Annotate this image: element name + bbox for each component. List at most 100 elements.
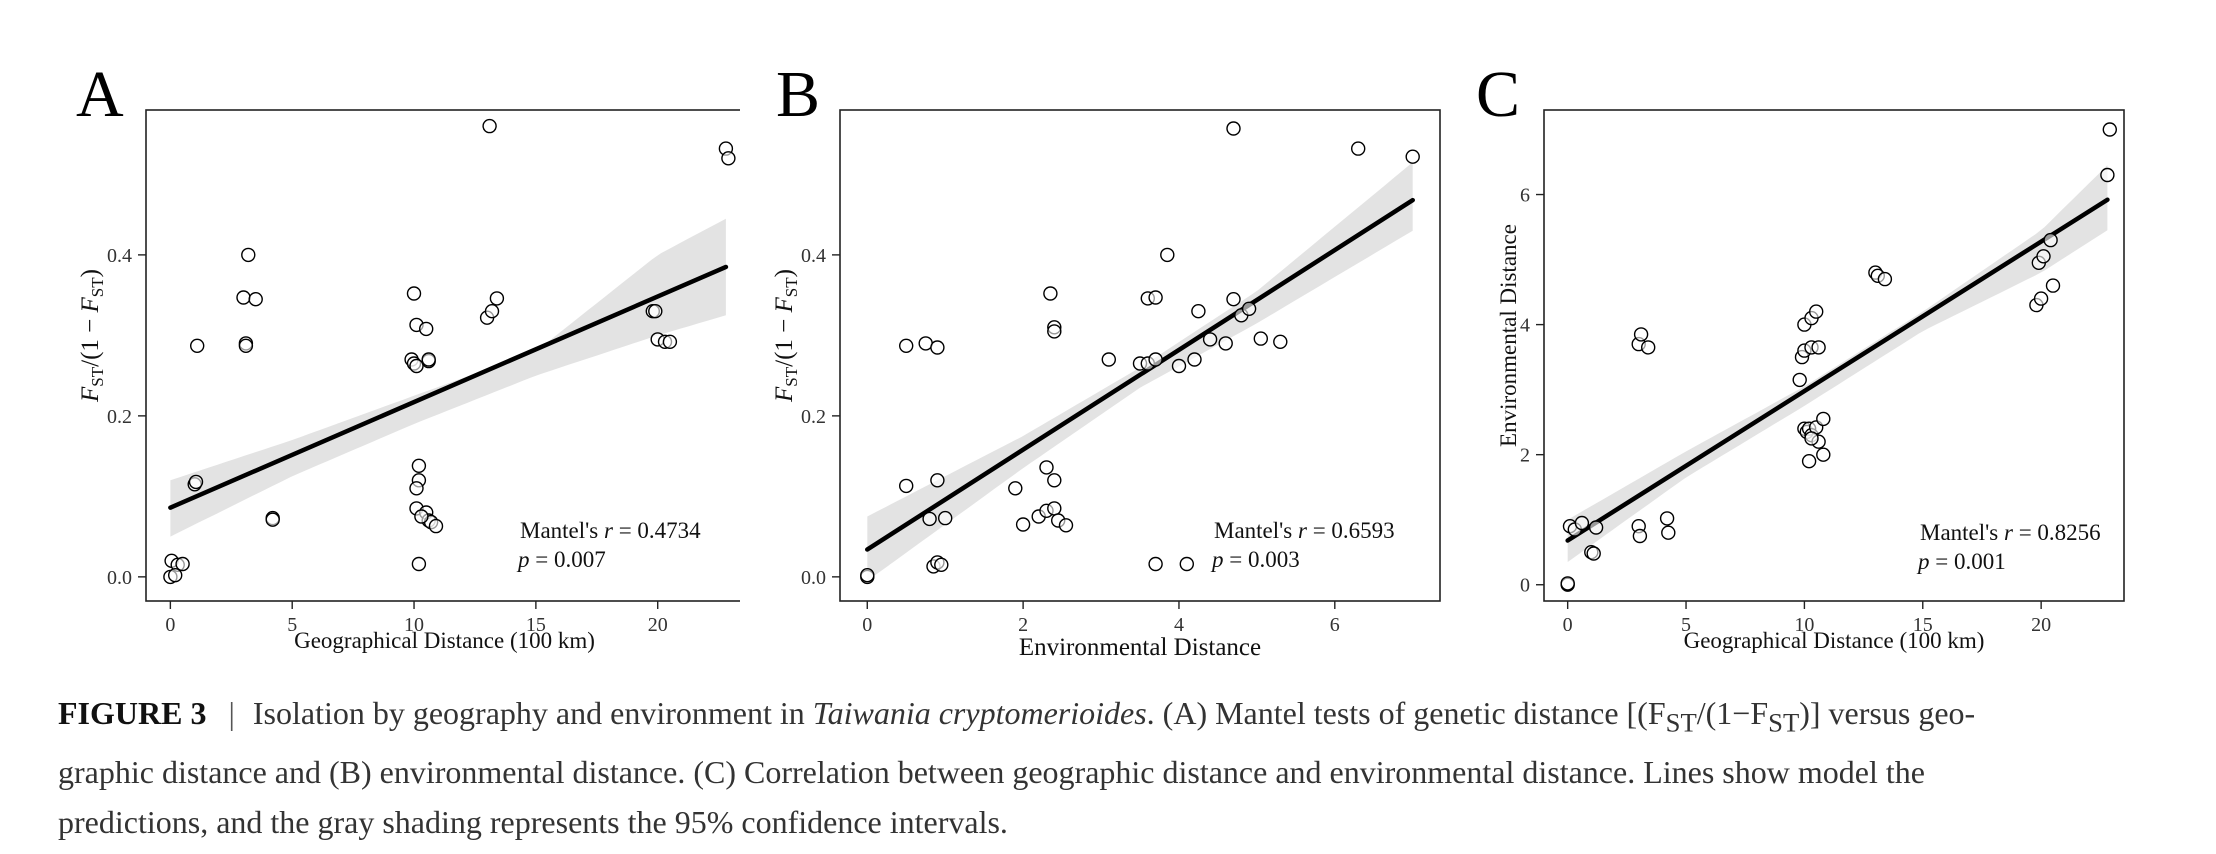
panel-letter-a: A <box>76 58 124 131</box>
data-point-a-12 <box>248 292 263 307</box>
data-point-b-23 <box>1047 324 1062 339</box>
data-point-b-21 <box>1043 286 1058 301</box>
confidence-band-a <box>170 218 726 537</box>
data-point-c-7 <box>1588 520 1604 535</box>
data-point-b-40 <box>1241 301 1257 316</box>
mantel-r-annotation-c: Mantel's r = 0.8256 <box>1920 520 2101 545</box>
fit-line-a <box>168 264 729 510</box>
confidence-band-c <box>1567 165 2108 563</box>
data-point-a-14 <box>265 512 280 527</box>
data-point-b-38 <box>1226 292 1241 307</box>
data-point-a-17 <box>419 321 434 337</box>
data-point-a-10 <box>238 338 254 353</box>
x-tick-label-b-4: 4 <box>1174 614 1184 636</box>
y-tick-label-c-2: 4 <box>1520 315 1530 337</box>
data-point-a-22 <box>421 352 436 367</box>
data-point-a-8 <box>236 290 251 305</box>
x-tick-label-a-10: 10 <box>404 614 424 636</box>
data-point-c-29 <box>1816 411 1831 427</box>
x-tick-label-b-6: 6 <box>1330 614 1340 636</box>
data-point-c-6 <box>1586 546 1601 561</box>
data-point-a-36 <box>482 118 497 134</box>
data-point-b-42 <box>1273 334 1288 349</box>
y-tick-label-c-0: 0 <box>1520 575 1530 597</box>
data-point-a-35 <box>489 291 505 306</box>
x-tick-label-a-20: 20 <box>648 614 668 636</box>
y-axis-label-b: FST/(1 − FST) <box>771 269 801 403</box>
data-point-b-29 <box>1148 290 1163 305</box>
y-tick-label-a-2: 0.4 <box>107 245 132 267</box>
caption-line-1: FIGURE 3 | Isolation by geography and envi… <box>58 688 2168 747</box>
data-point-b-36 <box>1202 332 1218 347</box>
data-point-c-30 <box>1801 454 1817 469</box>
data-point-a-38 <box>648 304 663 319</box>
y-tick-label-b-1: 0.2 <box>801 406 826 428</box>
x-tick-label-b-0: 0 <box>862 614 872 636</box>
data-point-c-31 <box>1816 447 1831 462</box>
data-point-b-1 <box>860 568 875 583</box>
chart-panel-b: 0 2 4 6 0.0 0.2 0.4 Environmental Distance FST/(… <box>771 109 1441 661</box>
data-point-b-41 <box>1253 331 1268 346</box>
data-point-c-12 <box>1632 528 1648 544</box>
figure-label: FIGURE 3 <box>58 695 207 731</box>
confidence-band-b <box>867 162 1413 581</box>
data-point-c-37 <box>2033 291 2049 306</box>
x-tick-label-c-10: 10 <box>1794 614 1814 636</box>
data-point-c-13 <box>1659 511 1675 526</box>
caption-sub-1: ST <box>1665 707 1697 738</box>
caption-text-1: Isolation by geography and environment i… <box>252 695 813 731</box>
data-point-c-1 <box>1560 576 1575 591</box>
data-point-c-22 <box>1811 340 1826 355</box>
plot-frame-c <box>1543 109 2125 602</box>
caption-species: Taiwania cryptomerioides <box>812 695 1147 731</box>
caption-text-2: . (A) Mantel tests of genetic distance [… <box>1146 695 1666 731</box>
data-point-a-4 <box>167 568 183 583</box>
data-point-b-18 <box>1047 501 1062 516</box>
figure-caption: FIGURE 3 | Isolation by geography and envi… <box>58 688 2168 847</box>
data-point-b-4 <box>930 340 945 355</box>
caption-text-4: )] versus geo- <box>1799 695 1976 731</box>
data-point-c-20 <box>1809 304 1824 319</box>
data-point-a-11 <box>241 247 256 263</box>
panel-letter-b: B <box>776 58 821 131</box>
mantel-r-annotation-b: Mantel's r = 0.6593 <box>1214 518 1395 543</box>
data-point-c-15 <box>1792 372 1807 388</box>
figure-area: A B C 0 5 10 15 20 0.0 0.2 0.4 Geographical Dist… <box>76 58 2125 661</box>
data-point-a-41 <box>662 334 678 349</box>
x-tick-label-c-20: 20 <box>2031 614 2051 636</box>
caption-line-2: graphic distance and (B) environmental d… <box>58 754 1925 791</box>
caption-separator: | <box>228 695 235 731</box>
data-point-b-35 <box>1191 304 1206 319</box>
y-axis-label-c: Environmental Distance <box>1496 224 1521 447</box>
x-tick-label-a-0: 0 <box>165 614 175 636</box>
x-axis-label-a: Geographical Distance (100 km) <box>294 628 595 653</box>
fit-line-b <box>865 197 1415 552</box>
data-point-c-9 <box>1633 327 1649 342</box>
plot-frame-a <box>145 109 740 602</box>
mantel-p-annotation-c: p = 0.001 <box>1916 549 2006 574</box>
mantel-p-annotation-a: p = 0.007 <box>516 547 606 572</box>
data-point-c-43 <box>2102 122 2117 137</box>
data-point-a-3 <box>175 556 190 572</box>
chart-panel-a: 0 5 10 15 20 0.0 0.2 0.4 Geographical Distance (… <box>77 109 740 653</box>
data-point-a-34 <box>484 304 500 319</box>
data-point-a-15 <box>406 286 422 301</box>
data-point-c-14 <box>1661 525 1676 540</box>
data-point-b-34 <box>1187 352 1202 367</box>
data-point-b-30 <box>1160 247 1175 263</box>
x-tick-label-a-15: 15 <box>526 614 546 636</box>
chart-panel-c: 0 5 10 15 20 0 2 4 6 Geographical Distance (100 k… <box>1496 109 2125 653</box>
data-point-a-6 <box>188 474 204 490</box>
data-point-a-23 <box>411 458 427 473</box>
caption-text-3: /(1−F <box>1696 695 1769 731</box>
plot-frame-b <box>839 109 1441 602</box>
data-point-b-16 <box>1039 460 1054 475</box>
data-point-b-2 <box>898 338 914 353</box>
x-tick-label-c-0: 0 <box>1563 614 1573 636</box>
data-point-a-31 <box>414 509 429 524</box>
data-point-a-32 <box>411 556 427 572</box>
data-point-a-20 <box>409 358 424 374</box>
data-point-c-41 <box>2045 278 2061 293</box>
y-tick-label-c-3: 6 <box>1520 185 1530 207</box>
data-point-b-7 <box>937 510 953 526</box>
